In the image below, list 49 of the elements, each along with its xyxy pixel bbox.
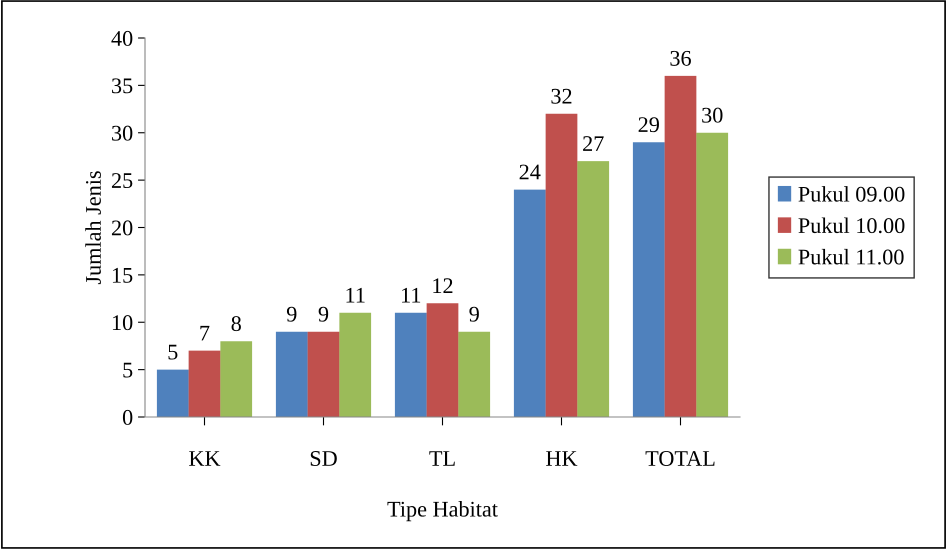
y-tick-label: 5 xyxy=(123,362,132,378)
data-label: 9 xyxy=(286,306,296,322)
y-tick-label: 0 xyxy=(122,410,132,425)
y-tick-label: 35 xyxy=(112,78,132,94)
bar xyxy=(156,370,189,417)
data-label: 24 xyxy=(520,164,541,180)
x-axis-title: Tipe Habitat xyxy=(387,501,498,522)
data-label: 30 xyxy=(702,108,722,123)
bar xyxy=(514,190,546,417)
y-tick-label: 20 xyxy=(112,220,132,236)
data-label: 11 xyxy=(402,288,420,302)
x-tick-label: KK xyxy=(189,451,220,466)
bar xyxy=(696,132,728,417)
data-label: 5 xyxy=(168,344,178,360)
bar xyxy=(458,332,490,417)
bar xyxy=(426,303,458,417)
data-label: 29 xyxy=(638,117,659,132)
bar xyxy=(394,312,427,417)
y-tick-label: 15 xyxy=(112,268,132,283)
data-label: 27 xyxy=(583,136,604,151)
bar xyxy=(546,114,578,417)
y-tick-label: 10 xyxy=(112,315,132,330)
bar xyxy=(632,142,665,417)
bar xyxy=(276,332,308,417)
x-tick-label: TL xyxy=(429,451,455,466)
data-label: 9 xyxy=(469,306,479,322)
data-label: 11 xyxy=(346,288,365,302)
legend-label: Pukul 09.00 xyxy=(798,186,904,202)
y-tick-label: 30 xyxy=(112,126,132,141)
data-label: 9 xyxy=(318,306,328,322)
bar xyxy=(664,76,696,417)
bar xyxy=(188,350,220,417)
data-label: 8 xyxy=(232,316,241,332)
x-tick-label: HK xyxy=(546,451,578,466)
bar xyxy=(308,332,340,417)
y-tick-label: 40 xyxy=(111,30,132,46)
data-label: 12 xyxy=(433,278,452,294)
legend-label: Pukul 11.00 xyxy=(798,248,904,265)
bar xyxy=(339,312,372,417)
x-tick-label: TOTAL xyxy=(646,451,714,466)
bar xyxy=(577,161,610,417)
data-label: 32 xyxy=(551,88,572,104)
bar xyxy=(220,341,252,417)
x-tick-label: SD xyxy=(310,451,337,466)
legend-label: Pukul 10.00 xyxy=(798,217,904,234)
y-axis-title: Jumlah Jenis xyxy=(85,171,101,284)
y-tick-label: 25 xyxy=(112,173,132,188)
data-label: 7 xyxy=(200,326,210,340)
data-label: 36 xyxy=(670,50,691,66)
